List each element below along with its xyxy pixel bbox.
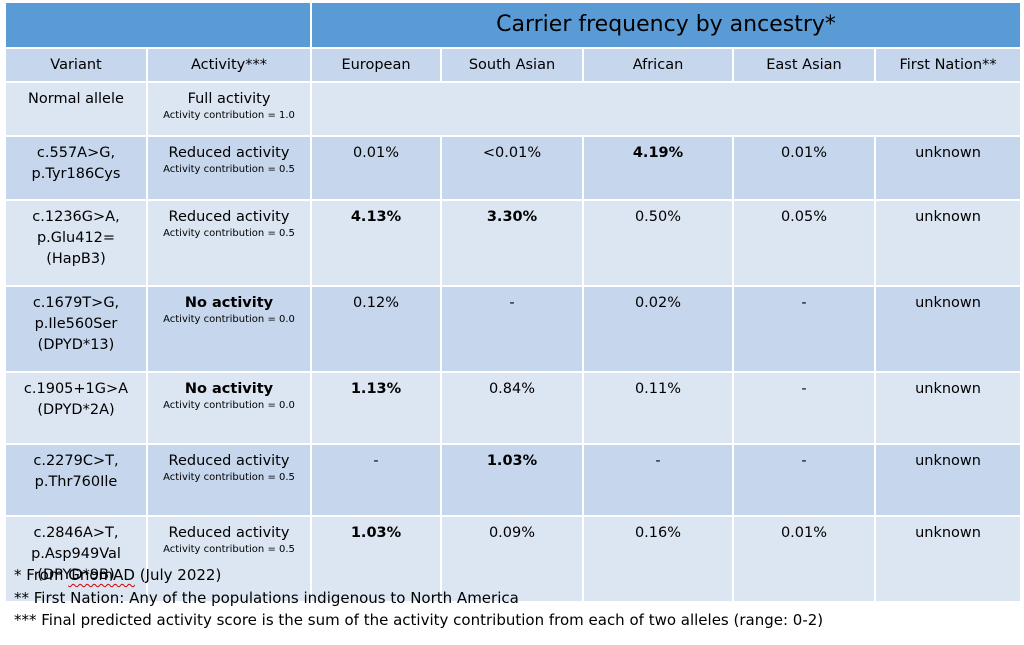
- activity-contribution: Activity contribution = 0.5: [163, 472, 295, 483]
- frequency-african: 4.19%: [582, 135, 734, 201]
- variant-line: p.Thr760Ile: [34, 474, 118, 490]
- activity-label: Reduced activity: [168, 453, 290, 469]
- footnote-source-prefix: * From: [14, 566, 69, 584]
- frequency-european: 0.01%: [310, 135, 442, 201]
- activity-contribution: Activity contribution = 0.0: [163, 314, 295, 325]
- activity-cell: Reduced activity Activity contribution = …: [146, 199, 312, 287]
- footnote-first-nation: ** First Nation: Any of the populations …: [14, 588, 519, 607]
- activity-cell: Reduced activity Activity contribution = …: [146, 135, 312, 201]
- variant-line: (HapB3): [46, 251, 106, 267]
- variant-line: c.1236G>A,: [32, 209, 120, 225]
- header-first-nation: First Nation**: [873, 47, 1023, 83]
- normal-allele-empty-cell: [309, 81, 1023, 137]
- activity-cell: Reduced activity Activity contribution = …: [146, 443, 312, 517]
- table-row: c.1236G>A, p.Glu412= (HapB3) Reduced activi…: [4, 199, 1023, 287]
- frequency-african: 0.11%: [582, 371, 734, 445]
- frequency-east-asian: 0.01%: [732, 515, 876, 603]
- frequency-first-nation: unknown: [873, 199, 1023, 287]
- frequency-east-asian: -: [732, 285, 876, 373]
- activity-cell: No activity Activity contribution = 0.0: [146, 371, 312, 445]
- variant-line: (DPYD*9B): [37, 567, 115, 583]
- frequency-european: 0.12%: [310, 285, 442, 373]
- normal-allele-activity: Full activity Activity contribution = 1.…: [146, 81, 312, 137]
- frequency-south-asian: <0.01%: [440, 135, 584, 201]
- variant-cell: c.2846A>T, p.Asp949Val (DPYD*9B): [4, 515, 148, 603]
- table-row: c.557A>G, p.Tyr186Cys Reduced activity Acti…: [4, 135, 1023, 201]
- frequency-south-asian: 0.84%: [440, 371, 584, 445]
- variant-cell: c.1905+1G>A (DPYD*2A): [4, 371, 148, 445]
- footnote-source: * From GnomAD (July 2022): [14, 564, 823, 587]
- variant-line: c.2846A>T,: [33, 525, 119, 541]
- frequency-european: -: [310, 443, 442, 517]
- header-east-asian: East Asian: [732, 47, 876, 83]
- frequency-south-asian: -: [440, 285, 584, 373]
- variant-cell: c.557A>G, p.Tyr186Cys: [4, 135, 148, 201]
- frequency-european: 4.13%: [310, 199, 442, 287]
- header-south-asian: South Asian: [440, 47, 584, 83]
- carrier-frequency-table: Carrier frequency by ancestry* Variant A…: [4, 1, 1023, 603]
- variant-line: (DPYD*2A): [37, 402, 115, 418]
- header-african: African: [582, 47, 734, 83]
- normal-allele-label: Normal allele: [4, 81, 148, 137]
- title-spacer-cell: [4, 1, 312, 49]
- frequency-south-asian: 3.30%: [440, 199, 584, 287]
- frequency-african: 0.16%: [582, 515, 734, 603]
- activity-cell: No activity Activity contribution = 0.0: [146, 285, 312, 373]
- variant-line: c.557A>G,: [36, 145, 116, 161]
- variant-cell: c.1679T>G, p.Ile560Ser (DPYD*13): [4, 285, 148, 373]
- footnote-source-name: GnomAD: [68, 566, 135, 584]
- activity-label: No activity: [184, 381, 274, 397]
- frequency-first-nation: unknown: [873, 515, 1023, 603]
- variant-cell: c.2279C>T, p.Thr760Ile: [4, 443, 148, 517]
- frequency-east-asian: -: [732, 371, 876, 445]
- frequency-african: 0.02%: [582, 285, 734, 373]
- frequency-european: 1.03%: [310, 515, 442, 603]
- activity-label: No activity: [184, 295, 274, 311]
- footnotes: * From GnomAD (July 2022) ** First Natio…: [14, 564, 823, 632]
- frequency-south-asian: 0.09%: [440, 515, 584, 603]
- frequency-first-nation: unknown: [873, 135, 1023, 201]
- frequency-african: -: [582, 443, 734, 517]
- variant-line: p.Asp949Val: [31, 546, 121, 562]
- table-title: Carrier frequency by ancestry*: [309, 1, 1023, 49]
- variant-cell: c.1236G>A, p.Glu412= (HapB3): [4, 199, 148, 287]
- frequency-east-asian: 0.01%: [732, 135, 876, 201]
- table-row: c.2279C>T, p.Thr760Ile Reduced activity Act…: [4, 443, 1023, 517]
- frequency-first-nation: unknown: [873, 285, 1023, 373]
- variant-line: p.Glu412=: [36, 230, 116, 246]
- header-activity: Activity***: [146, 47, 312, 83]
- activity-label: Full activity: [187, 91, 271, 107]
- activity-label: Reduced activity: [168, 145, 290, 161]
- variant-line: (DPYD*13): [37, 337, 115, 353]
- frequency-european: 1.13%: [310, 371, 442, 445]
- activity-contribution: Activity contribution = 0.0: [163, 400, 295, 411]
- frequency-first-nation: unknown: [873, 443, 1023, 517]
- variant-line: p.Ile560Ser: [34, 316, 118, 332]
- variant-line: c.2279C>T,: [33, 453, 119, 469]
- table-row: c.2846A>T, p.Asp949Val (DPYD*9B) Reduced ac…: [4, 515, 1023, 603]
- footnote-source-date: (July 2022): [134, 566, 222, 584]
- activity-label: Reduced activity: [168, 525, 290, 541]
- activity-contribution: Activity contribution = 0.5: [163, 228, 295, 239]
- activity-contribution: Activity contribution = 0.5: [163, 164, 295, 175]
- footnote-activity-score: *** Final predicted activity score is th…: [14, 611, 824, 629]
- variant-line: c.1679T>G,: [32, 295, 120, 311]
- header-european: European: [310, 47, 442, 83]
- activity-contribution: Activity contribution = 0.5: [163, 544, 295, 555]
- frequency-first-nation: unknown: [873, 371, 1023, 445]
- table-row: c.1905+1G>A (DPYD*2A) No activity Activity …: [4, 371, 1023, 445]
- frequency-south-asian: 1.03%: [440, 443, 584, 517]
- frequency-east-asian: -: [732, 443, 876, 517]
- frequency-east-asian: 0.05%: [732, 199, 876, 287]
- table-row: c.1679T>G, p.Ile560Ser (DPYD*13) No activit…: [4, 285, 1023, 373]
- activity-label: Reduced activity: [168, 209, 290, 225]
- activity-contribution: Activity contribution = 1.0: [163, 110, 295, 121]
- header-variant: Variant: [4, 47, 148, 83]
- variant-line: c.1905+1G>A: [23, 381, 129, 397]
- variant-line: p.Tyr186Cys: [31, 166, 121, 182]
- activity-cell: Reduced activity Activity contribution = …: [146, 515, 312, 603]
- frequency-african: 0.50%: [582, 199, 734, 287]
